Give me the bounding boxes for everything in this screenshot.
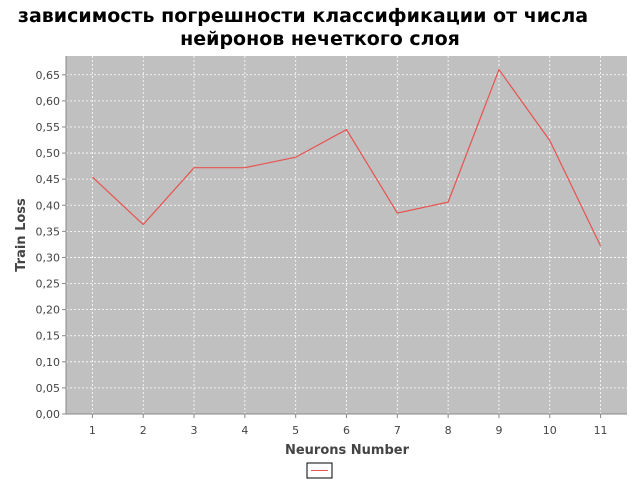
y-tick-label: 0,20 [36, 304, 61, 317]
y-tick-label: 0,25 [36, 278, 61, 291]
y-tick-label: 0,65 [36, 69, 61, 82]
chart-title-line-2: нейронов нечеткого слоя [180, 28, 460, 50]
x-tick-label: 2 [140, 424, 147, 437]
x-tick-label: 6 [343, 424, 350, 437]
y-tick-label: 0,15 [36, 330, 61, 343]
x-tick-label: 11 [594, 424, 608, 437]
y-tick-label: 0,50 [36, 147, 61, 160]
x-tick-label: 3 [191, 424, 198, 437]
x-tick-label: 1 [89, 424, 96, 437]
x-axis-ticks: 1 2 3 4 5 6 7 8 9 10 11 [89, 414, 608, 437]
x-tick-label: 10 [543, 424, 557, 437]
y-tick-label: 0,10 [36, 356, 61, 369]
x-tick-label: 9 [495, 424, 502, 437]
x-tick-label: 5 [292, 424, 299, 437]
series-line [92, 68, 602, 247]
x-tick-label: 4 [241, 424, 248, 437]
y-tick-label: 0,60 [36, 95, 61, 108]
y-tick-label: 0,05 [36, 382, 61, 395]
grid-lines [66, 56, 627, 414]
legend [306, 462, 333, 479]
plot-area [66, 56, 627, 414]
y-axis-ticks: 0,00 0,05 0,10 0,15 0,20 0,25 0,30 0,35 0,40 0,45… [36, 69, 66, 421]
y-tick-label: 0,30 [36, 251, 61, 264]
x-axis-label: Neurons Number [285, 443, 410, 458]
chart-title-line-1: зависимость погрешности классификации от… [18, 5, 588, 27]
x-tick-label: 7 [394, 424, 401, 437]
y-tick-label: 0,40 [36, 199, 61, 212]
series-layer [92, 68, 602, 247]
y-tick-label: 0,45 [36, 173, 61, 186]
y-tick-label: 0,55 [36, 121, 61, 134]
y-axis-label: Train Loss [14, 198, 29, 272]
y-tick-label: 0,00 [36, 408, 61, 421]
y-tick-label: 0,35 [36, 225, 61, 238]
x-tick-label: 8 [445, 424, 452, 437]
